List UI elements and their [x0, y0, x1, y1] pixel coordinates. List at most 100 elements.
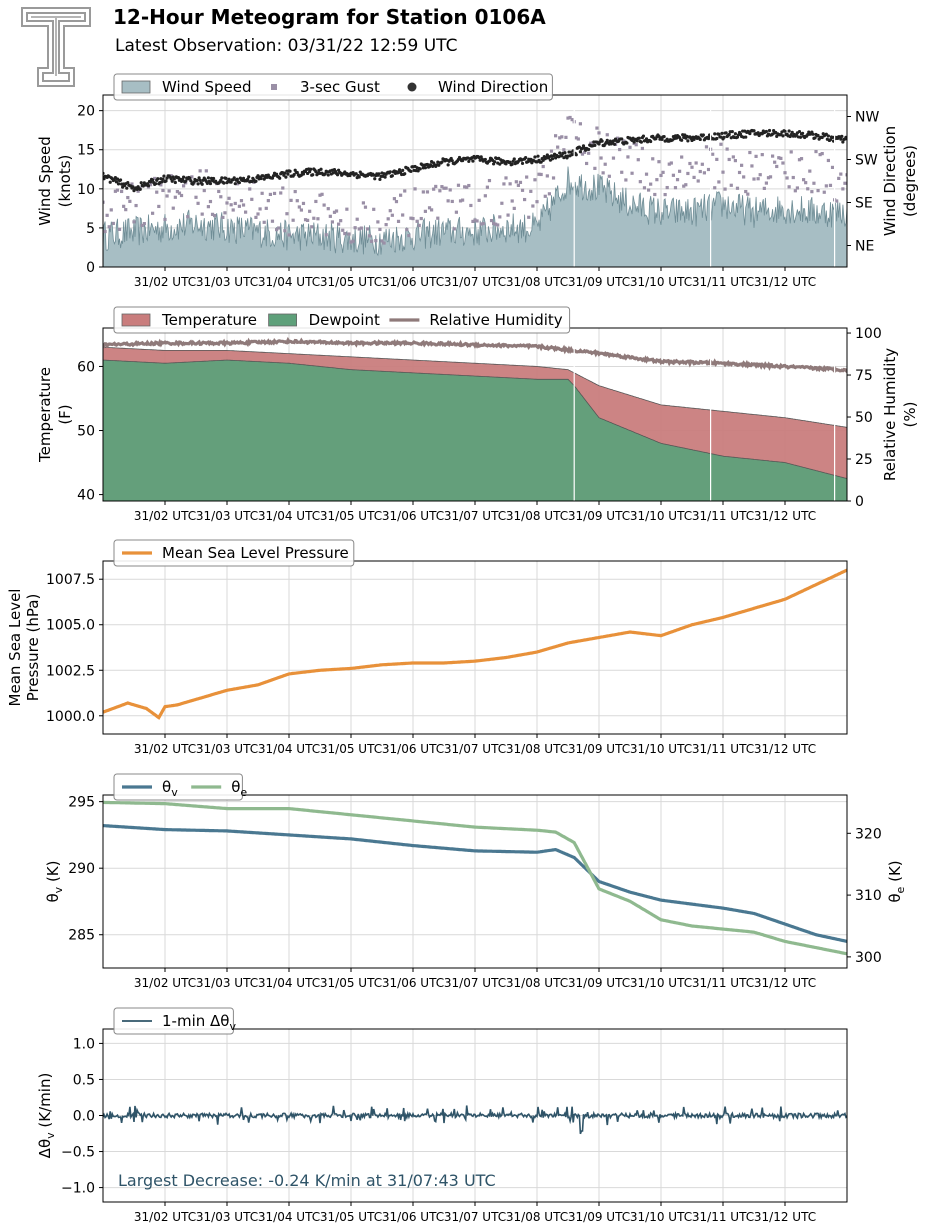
- gust-point: [504, 176, 508, 180]
- gust-point: [729, 183, 733, 187]
- gust-point: [775, 164, 779, 169]
- y-tick-label: 295: [68, 795, 95, 811]
- wind-direction-point: [220, 176, 224, 180]
- gust-point: [624, 178, 628, 182]
- gust-point: [760, 153, 764, 157]
- gust-point: [442, 186, 446, 190]
- wind-direction-point: [578, 150, 583, 154]
- gust-point: [179, 193, 184, 198]
- gust-point: [469, 203, 473, 208]
- gust-point: [787, 185, 791, 189]
- x-tick-label: 31/10 UTC: [630, 742, 692, 756]
- gust-point: [781, 161, 785, 165]
- gust-point: [733, 159, 737, 163]
- wind-direction-point: [146, 184, 151, 188]
- wind-direction-point: [826, 134, 831, 138]
- y-axis-label: (F): [56, 404, 74, 424]
- wind-direction-point: [479, 155, 483, 159]
- gust-point: [140, 223, 144, 227]
- gust-point: [295, 199, 299, 203]
- wind-direction-point: [314, 170, 318, 174]
- gust-point: [537, 172, 541, 176]
- gust-point: [700, 162, 704, 166]
- x-tick-label: 31/06 UTC: [382, 1210, 444, 1224]
- gust-point: [219, 195, 223, 199]
- gust-point: [688, 161, 692, 166]
- gust-point: [341, 228, 345, 232]
- gust-point: [250, 197, 254, 201]
- gust-point: [430, 208, 434, 212]
- y2-tick-label: SE: [855, 196, 873, 212]
- y2-axis-label: Relative Humidity: [881, 348, 899, 481]
- x-tick-label: 31/03 UTC: [196, 1210, 258, 1224]
- gust-point: [822, 190, 826, 194]
- gust-point: [308, 209, 312, 213]
- y-tick-label: 50: [77, 424, 95, 440]
- x-tick-label: 31/11 UTC: [692, 1210, 754, 1224]
- gust-point: [370, 239, 374, 243]
- gust-point: [830, 165, 835, 169]
- x-tick-label: 31/07 UTC: [444, 742, 506, 756]
- wind-direction-point: [680, 138, 684, 142]
- texas-tech-double-t-logo: [21, 7, 91, 87]
- gust-point: [576, 137, 580, 141]
- gust-point: [545, 174, 549, 178]
- gust-point: [217, 189, 221, 194]
- gust-point: [332, 210, 337, 214]
- gust-point: [471, 219, 475, 224]
- gust-point: [717, 180, 721, 184]
- gust-point: [301, 201, 306, 206]
- legend: 1-min Δθv: [113, 1007, 236, 1035]
- gust-point: [231, 208, 235, 212]
- wind-direction-point: [800, 131, 805, 135]
- gust-point: [783, 171, 787, 175]
- gust-point: [837, 176, 841, 180]
- wind-direction-point: [278, 176, 282, 180]
- wind-direction-point: [530, 161, 534, 165]
- gust-point: [225, 201, 229, 205]
- gust-point: [574, 136, 578, 140]
- x-tick-label: 31/09 UTC: [568, 1210, 630, 1224]
- wind-direction-point: [198, 178, 202, 182]
- gust-point: [525, 175, 529, 179]
- gust-point: [128, 199, 132, 203]
- gust-point: [326, 207, 330, 211]
- gust-point: [390, 213, 394, 217]
- y2-tick-label: 310: [855, 888, 882, 904]
- y2-tick-label: 0: [855, 494, 864, 510]
- x-tick-label: 31/12 UTC: [754, 509, 816, 523]
- gust-point: [368, 234, 372, 238]
- wind-direction-point: [437, 163, 441, 167]
- legend-swatch: [268, 313, 298, 327]
- wind-direction-point: [797, 129, 802, 134]
- gust-point: [293, 189, 297, 194]
- y2-tick-label: 300: [855, 950, 882, 966]
- wind-direction-point: [286, 172, 290, 176]
- gust-point: [287, 233, 291, 237]
- gust-point: [233, 201, 237, 206]
- gust-point: [690, 165, 694, 169]
- gust-point: [737, 170, 742, 175]
- wind-direction-point: [611, 139, 616, 143]
- wind-direction-point: [208, 181, 213, 186]
- wind-direction-point: [172, 177, 176, 181]
- gust-point: [349, 240, 353, 244]
- x-tick-label: 31/11 UTC: [692, 275, 754, 289]
- gust-point: [113, 189, 117, 193]
- wind-direction-point: [558, 151, 562, 155]
- wind-direction-point: [409, 169, 413, 174]
- legend: Wind Speed 3-sec Gust Wind Direction: [113, 73, 553, 101]
- series-θv: [103, 824, 847, 943]
- gust-point: [186, 215, 190, 219]
- wind-direction-point: [233, 182, 237, 186]
- legend-box: [113, 306, 571, 334]
- x-tick-label: 31/02 UTC: [134, 976, 196, 990]
- plot-area: [103, 1029, 847, 1202]
- y2-tick-label: SW: [855, 153, 878, 169]
- gust-point: [748, 150, 752, 155]
- wind-direction-point: [254, 179, 258, 183]
- gust-point: [626, 155, 630, 159]
- gust-point: [299, 208, 303, 212]
- wind-direction-point: [641, 134, 646, 138]
- legend-box: [113, 1007, 234, 1035]
